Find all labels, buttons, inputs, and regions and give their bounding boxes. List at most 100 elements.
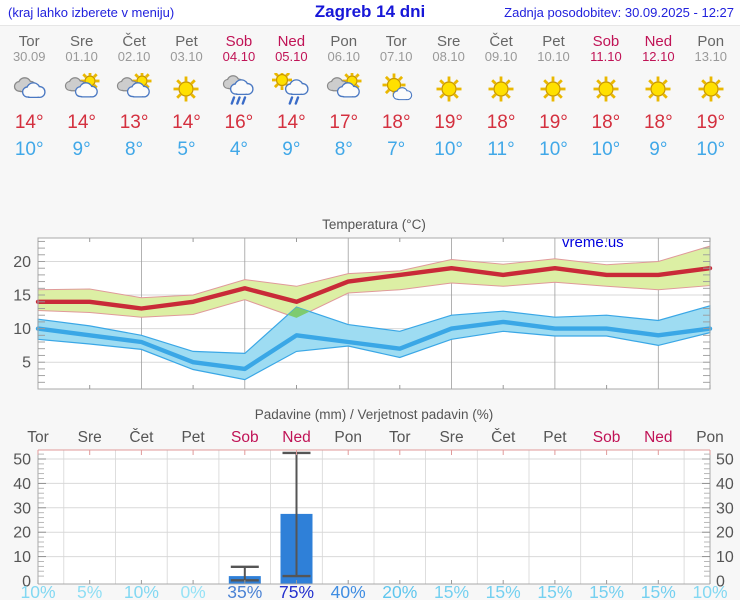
low-temp-label: 8° bbox=[334, 139, 353, 160]
day-column: Pet 03.10 14° 5° bbox=[160, 33, 212, 162]
day-name-label: Pon bbox=[330, 33, 358, 50]
day-column: Čet 02.10 13° 8° bbox=[108, 33, 160, 162]
sunny-icon bbox=[422, 69, 474, 109]
day-column: Ned 05.10 14° 9° bbox=[265, 33, 317, 162]
precip-day-label: Čet bbox=[129, 429, 154, 446]
day-date-label: 09.10 bbox=[484, 49, 518, 64]
high-temp-label: 16° bbox=[224, 112, 254, 133]
precip-axis-tick-label: 10 bbox=[13, 549, 31, 566]
day-date-label: 01.10 bbox=[65, 49, 98, 64]
low-temp-label: 8° bbox=[124, 139, 144, 160]
precip-axis-tick-label: 20 bbox=[13, 525, 31, 542]
precip-axis-tick-label: 50 bbox=[13, 452, 31, 469]
precip-day-label: Tor bbox=[27, 429, 49, 446]
high-temp-label: 19° bbox=[434, 112, 463, 133]
precip-day-label: Pet bbox=[181, 429, 205, 446]
high-temp-label: 14° bbox=[276, 112, 306, 133]
day-date-label: 02.10 bbox=[117, 49, 151, 64]
day-name-label: Sob bbox=[225, 33, 253, 50]
precip-axis-tick-label: 30 bbox=[13, 500, 31, 517]
sunny-icon bbox=[160, 69, 212, 109]
day-date-label: 12.10 bbox=[642, 49, 675, 64]
day-name-label: Pon bbox=[697, 33, 725, 50]
precip-probability-label: 0% bbox=[180, 582, 205, 601]
precipitation-chart: 0 0 10 10 20 20 30 30 40 40 50 50 Padavine (mm) / Ve… bbox=[13, 407, 734, 601]
precip-probability-label: 10% bbox=[20, 582, 55, 601]
day-column: Tor 30.09 14° 10° bbox=[3, 33, 55, 162]
precip-day-label: Sre bbox=[78, 429, 102, 446]
last-update-label: Zadnja posodobitev: 30.09.2025 - 12:27 bbox=[504, 5, 734, 20]
sunny-icon bbox=[685, 69, 737, 109]
temp-axis-tick-label: 15 bbox=[13, 288, 31, 305]
day-column: Pet 10.10 19° 10° bbox=[527, 33, 579, 162]
high-temp-label: 18° bbox=[591, 112, 621, 133]
precip-probability-label: 15% bbox=[537, 582, 572, 601]
temp-axis-tick-label: 10 bbox=[13, 321, 31, 338]
low-temp-label: 7° bbox=[387, 139, 406, 160]
day-date-label: 08.10 bbox=[432, 49, 465, 64]
day-date-label: 10.10 bbox=[537, 49, 570, 64]
low-temp-label: 10° bbox=[434, 139, 463, 160]
precip-axis-tick-label: 30 bbox=[716, 500, 734, 517]
day-name-label: Tor bbox=[385, 33, 407, 50]
precip-day-label: Sre bbox=[439, 429, 463, 446]
low-temp-label: 4° bbox=[229, 139, 248, 160]
low-temp-label: 5° bbox=[177, 139, 196, 160]
precip-day-label: Čet bbox=[491, 429, 516, 446]
day-column: Sre 08.10 19° 10° bbox=[422, 33, 474, 162]
day-column: Sob 11.10 18° 10° bbox=[580, 33, 632, 162]
high-temp-label: 18° bbox=[643, 112, 673, 133]
forecast-content: Tor 30.09 14° 10° Sre 01.10 14° 9° Čet 02.10 13° 8°… bbox=[0, 25, 740, 601]
precip-probability-label: 10% bbox=[124, 582, 159, 601]
precip-probability-label: 15% bbox=[589, 582, 624, 601]
low-temp-label: 9° bbox=[72, 139, 91, 160]
day-name-label: Čet bbox=[122, 33, 146, 50]
day-name-label: Sob bbox=[592, 33, 620, 50]
precip-chart-title: Padavine (mm) / Verjetnost padavin (%) bbox=[255, 407, 494, 422]
partly-sunny-icon bbox=[318, 69, 370, 109]
high-temp-label: 19° bbox=[696, 112, 726, 133]
precip-day-label: Sob bbox=[231, 429, 259, 446]
precip-probability-label: 40% bbox=[331, 582, 366, 601]
high-temp-label: 14° bbox=[172, 112, 201, 133]
precip-axis-tick-label: 10 bbox=[716, 549, 734, 566]
day-date-label: 03.10 bbox=[170, 49, 203, 64]
day-date-label: 07.10 bbox=[379, 49, 413, 64]
temp-chart-title: Temperatura (°C) bbox=[322, 217, 426, 232]
sunny-icon bbox=[632, 69, 684, 109]
day-name-label: Pet bbox=[175, 33, 198, 50]
low-temp-label: 11° bbox=[487, 139, 515, 160]
menu-hint-label: (kraj lahko izberete v meniju) bbox=[8, 5, 175, 20]
day-name-label: Čet bbox=[489, 33, 513, 50]
sunny-icon bbox=[527, 69, 579, 109]
precip-axis-tick-label: 50 bbox=[716, 452, 734, 469]
temp-axis-tick-label: 20 bbox=[13, 254, 31, 271]
precip-axis-tick-label: 0 bbox=[22, 574, 31, 591]
rain-icon bbox=[213, 69, 265, 109]
low-temp-label: 9° bbox=[282, 139, 301, 160]
precip-axis-tick-label: 20 bbox=[716, 525, 734, 542]
day-column: Sob 04.10 16° 4° bbox=[213, 33, 265, 162]
day-column: Pon 06.10 17° 8° bbox=[318, 33, 370, 162]
precip-probability-label: 75% bbox=[279, 582, 314, 601]
sunny-icon bbox=[580, 69, 632, 109]
day-column: Tor 07.10 18° 7° bbox=[370, 33, 422, 162]
day-date-label: 06.10 bbox=[327, 49, 361, 64]
day-name-label: Sre bbox=[436, 33, 461, 50]
day-date-label: 04.10 bbox=[222, 49, 256, 64]
vreme-us-link[interactable]: vreme.us bbox=[562, 234, 624, 251]
day-column: Ned 12.10 18° 9° bbox=[632, 33, 684, 162]
precip-day-label: Sob bbox=[593, 429, 621, 446]
day-date-label: 13.10 bbox=[694, 49, 728, 64]
day-name-label: Sre bbox=[69, 33, 94, 50]
cloudy-icon bbox=[3, 69, 55, 109]
high-temp-label: 19° bbox=[539, 112, 568, 133]
high-temp-label: 13° bbox=[119, 112, 149, 133]
precip-axis-tick-label: 40 bbox=[13, 476, 31, 493]
precip-probability-label: 15% bbox=[641, 582, 676, 601]
low-temp-label: 10° bbox=[14, 139, 44, 160]
high-temp-label: 14° bbox=[14, 112, 44, 133]
precip-probability-label: 10% bbox=[692, 582, 727, 601]
high-temp-label: 17° bbox=[329, 112, 359, 133]
